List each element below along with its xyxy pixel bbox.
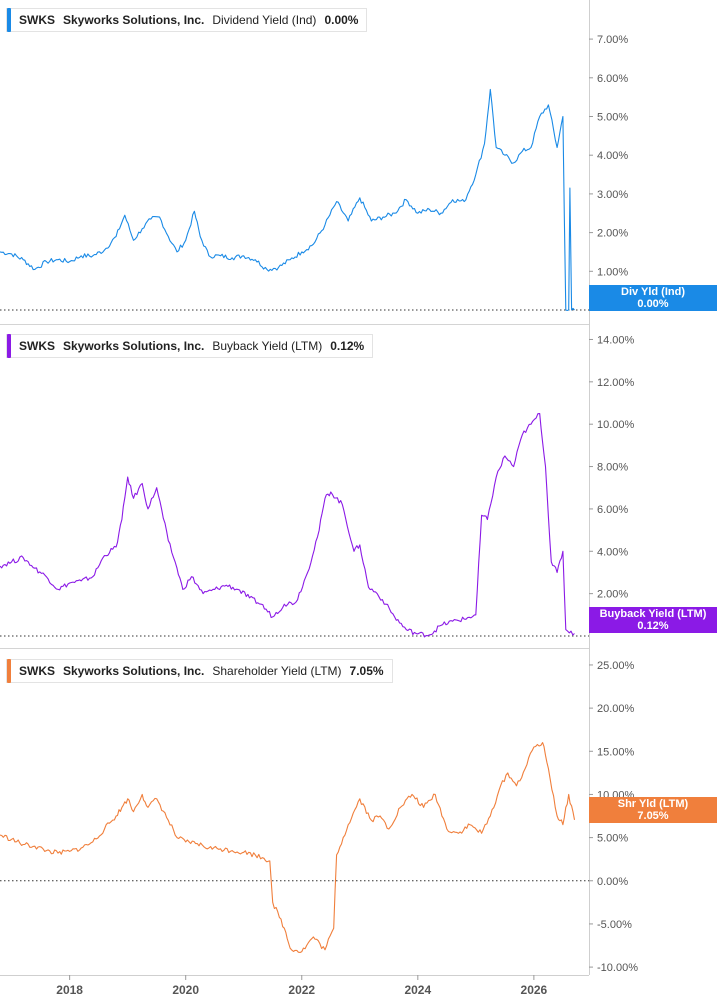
- tag-label: Div Yld (Ind): [621, 286, 685, 298]
- series-line-1: [0, 88, 575, 312]
- legend-value: 0.00%: [324, 13, 359, 27]
- legend-value: 7.05%: [349, 664, 384, 678]
- tag-label: Shr Yld (LTM): [617, 798, 689, 810]
- legend-company: Skyworks Solutions, Inc.: [63, 13, 205, 27]
- x-tick-label: 2020: [172, 983, 199, 997]
- legend-shareholder-yield: SWKS Skyworks Solutions, Inc. Shareholde…: [6, 659, 393, 683]
- legend-ticker: SWKS: [19, 664, 55, 678]
- y-tick-label: 15.00%: [597, 746, 635, 758]
- y-tick-label: 2.00%: [597, 589, 628, 601]
- legend-ticker: SWKS: [19, 13, 55, 27]
- current-value-tag-shareholder: Shr Yld (LTM) 7.05%: [589, 797, 717, 823]
- legend-color-swatch: [7, 334, 11, 358]
- y-tick-label: 25.00%: [597, 660, 635, 672]
- y-tick-label: 2.00%: [597, 228, 628, 240]
- y-tick-label: 8.00%: [597, 462, 628, 474]
- y-tick-label: -10.00%: [597, 962, 638, 974]
- y-tick-label: 12.00%: [597, 377, 635, 389]
- y-tick-label: 7.00%: [597, 34, 628, 46]
- legend-metric: Dividend Yield (Ind): [212, 13, 317, 27]
- y-tick-label: 10.00%: [597, 419, 635, 431]
- x-tick-label: 2026: [521, 983, 548, 997]
- y-tick-label: -5.00%: [597, 919, 632, 931]
- legend-dividend-yield: SWKS Skyworks Solutions, Inc. Dividend Y…: [6, 8, 368, 32]
- series-line-2: [0, 413, 575, 638]
- y-tick-label: 6.00%: [597, 504, 628, 516]
- y-tick-label: 1.00%: [597, 266, 628, 278]
- legend-buyback-yield: SWKS Skyworks Solutions, Inc. Buyback Yi…: [6, 334, 374, 358]
- tag-value: 7.05%: [637, 810, 669, 822]
- y-tick-label: 14.00%: [597, 334, 635, 346]
- y-tick-label: 0.00%: [597, 876, 628, 888]
- legend-value: 0.12%: [330, 339, 365, 353]
- legend-color-swatch: [7, 659, 11, 683]
- legend-ticker: SWKS: [19, 339, 55, 353]
- legend-color-swatch: [7, 8, 11, 32]
- legend-company: Skyworks Solutions, Inc.: [63, 664, 205, 678]
- current-value-tag-dividend: Div Yld (Ind) 0.00%: [589, 285, 717, 311]
- y-tick-label: 4.00%: [597, 546, 628, 558]
- y-tick-label: 20.00%: [597, 703, 635, 715]
- y-tick-label: 5.00%: [597, 111, 628, 123]
- tag-value: 0.00%: [637, 298, 669, 310]
- legend-metric: Buyback Yield (LTM): [212, 339, 323, 353]
- y-tick-label: 5.00%: [597, 833, 628, 845]
- x-tick-label: 2018: [56, 983, 83, 997]
- x-tick-label: 2022: [288, 983, 315, 997]
- tag-label: Buyback Yield (LTM): [599, 608, 707, 620]
- x-tick-label: 2024: [404, 983, 431, 997]
- current-value-tag-buyback: Buyback Yield (LTM) 0.12%: [589, 607, 717, 633]
- y-tick-label: 3.00%: [597, 189, 628, 201]
- legend-metric: Shareholder Yield (LTM): [212, 664, 342, 678]
- legend-company: Skyworks Solutions, Inc.: [63, 339, 205, 353]
- y-tick-label: 4.00%: [597, 150, 628, 162]
- tag-value: 0.12%: [637, 620, 669, 632]
- y-tick-label: 6.00%: [597, 73, 628, 85]
- series-line-3: [0, 742, 576, 954]
